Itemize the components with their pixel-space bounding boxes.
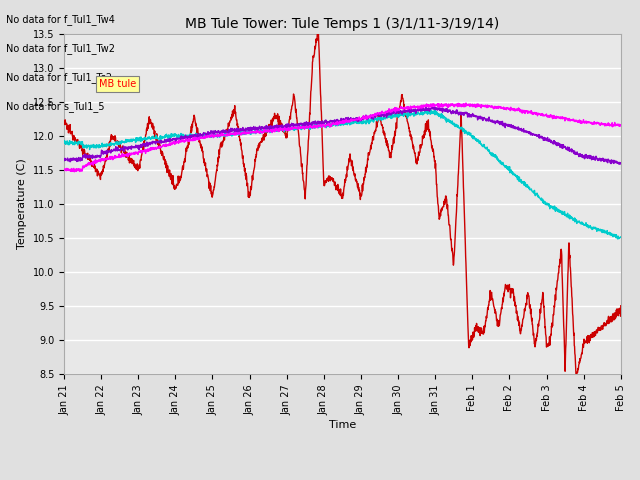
Tul1_Tw+10cm (601, 320, 609, 326)
Line: Tul1_Ts-32cm: Tul1_Ts-32cm (64, 103, 621, 172)
Tul1_Ts-32cm (89, 160, 97, 166)
Tul1_Ts-8cm (499, 159, 506, 165)
Tul1_Ts-32cm (316, 122, 324, 128)
Text: No data for f_Tul1_Tw2: No data for f_Tul1_Tw2 (6, 43, 115, 54)
Tul1_Ts-32cm (60, 166, 68, 172)
Tul1_Ts-16cm (601, 158, 609, 164)
Tul1_Tw+10cm (617, 303, 625, 309)
Line: Tul1_Ts-8cm: Tul1_Ts-8cm (64, 110, 621, 239)
Tul1_Ts-8cm (331, 121, 339, 127)
Text: MB tule: MB tule (99, 79, 136, 89)
Tul1_Ts-16cm (331, 118, 339, 123)
Text: No data for s_Tul1_5: No data for s_Tul1_5 (6, 101, 105, 112)
Title: MB Tule Tower: Tule Temps 1 (3/1/11-3/19/14): MB Tule Tower: Tule Temps 1 (3/1/11-3/19… (185, 17, 500, 31)
Tul1_Ts-16cm (429, 104, 437, 110)
Tul1_Ts-8cm (614, 236, 621, 242)
Tul1_Ts-8cm (88, 143, 96, 148)
Tul1_Tw+10cm (331, 179, 339, 185)
Tul1_Tw+10cm (572, 377, 580, 383)
Tul1_Ts-8cm (316, 122, 324, 128)
Tul1_Ts-32cm (602, 121, 609, 127)
Tul1_Ts-16cm (499, 121, 506, 127)
Tul1_Ts-16cm (617, 160, 625, 166)
Line: Tul1_Ts-16cm: Tul1_Ts-16cm (64, 107, 621, 164)
Tul1_Ts-32cm (462, 100, 470, 106)
Tul1_Tw+10cm (602, 322, 609, 327)
Tul1_Ts-16cm (615, 161, 623, 167)
Line: Tul1_Tw+10cm: Tul1_Tw+10cm (64, 30, 621, 380)
Tul1_Ts-32cm (601, 120, 609, 126)
Tul1_Tw+10cm (314, 27, 322, 33)
Tul1_Ts-16cm (601, 156, 609, 162)
Tul1_Tw+10cm (316, 83, 324, 89)
Tul1_Ts-16cm (316, 120, 324, 126)
Tul1_Ts-8cm (431, 108, 439, 113)
Tul1_Ts-32cm (617, 122, 625, 128)
Tul1_Ts-16cm (88, 156, 96, 161)
Tul1_Ts-8cm (601, 228, 609, 234)
X-axis label: Time: Time (329, 420, 356, 431)
Tul1_Ts-8cm (601, 229, 609, 235)
Tul1_Tw+10cm (499, 297, 506, 302)
Tul1_Ts-32cm (499, 105, 507, 111)
Y-axis label: Temperature (C): Temperature (C) (17, 158, 27, 250)
Text: No data for f_Tul1_Tw4: No data for f_Tul1_Tw4 (6, 14, 115, 25)
Tul1_Tw+10cm (60, 120, 68, 125)
Tul1_Ts-8cm (60, 140, 68, 146)
Text: No data for f_Tul1_Ts2: No data for f_Tul1_Ts2 (6, 72, 113, 83)
Tul1_Tw+10cm (88, 161, 96, 167)
Tul1_Ts-8cm (617, 234, 625, 240)
Tul1_Ts-32cm (331, 120, 339, 126)
Tul1_Ts-16cm (60, 156, 68, 161)
Tul1_Ts-32cm (70, 169, 78, 175)
